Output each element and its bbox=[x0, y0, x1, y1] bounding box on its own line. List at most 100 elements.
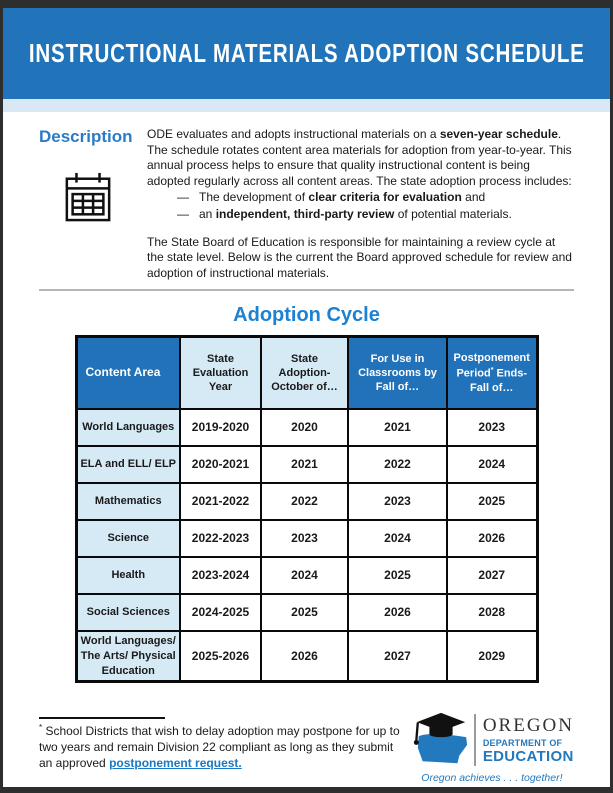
cell-adoption-year: 2026 bbox=[260, 629, 349, 683]
cell-adoption-year: 2023 bbox=[260, 518, 349, 558]
list-item: — an independent, third-party review of … bbox=[177, 207, 574, 223]
header-line: State bbox=[207, 352, 234, 365]
page-footer: * School Districts that wish to delay ad… bbox=[39, 713, 574, 784]
postponement-request-link[interactable]: postponement request. bbox=[109, 756, 242, 771]
cell-evaluation-year: 2019-2020 bbox=[179, 407, 262, 447]
cell-classroom-year: 2024 bbox=[347, 518, 448, 558]
footnote-text: * School Districts that wish to delay ad… bbox=[39, 723, 410, 772]
logo-department-text: DEPARTMENT OF bbox=[482, 738, 563, 749]
cell-classroom-year: 2025 bbox=[347, 555, 448, 595]
cell-evaluation-year: 2020-2021 bbox=[179, 444, 262, 484]
cell-evaluation-year: 2024-2025 bbox=[179, 592, 262, 632]
paragraph-text: an bbox=[199, 206, 216, 221]
ode-logo-row: OREGON DEPARTMENT OF EDUCATION bbox=[410, 711, 574, 769]
footnote-body-text: School Districts that wish to delay adop… bbox=[39, 724, 400, 771]
page-title: INSTRUCTIONAL MATERIALS ADOPTION SCHEDUL… bbox=[28, 38, 585, 68]
cell-evaluation-year: 2021-2022 bbox=[179, 481, 262, 521]
cell-classroom-year: 2021 bbox=[347, 407, 448, 447]
header-text: Ends- bbox=[493, 367, 528, 380]
cell-adoption-year: 2020 bbox=[260, 407, 349, 447]
cell-postponement-year: 2026 bbox=[446, 518, 538, 558]
cell-content-area: Mathematics bbox=[75, 481, 181, 521]
header-line: Fall of… bbox=[375, 381, 420, 394]
header-line: October of… bbox=[271, 381, 338, 394]
cell-content-area: Social Sciences bbox=[75, 592, 181, 632]
col-header-evaluation-year: State Evaluation Year bbox=[179, 335, 262, 410]
paragraph-text: and bbox=[461, 190, 486, 205]
logo-text-block: OREGON DEPARTMENT OF EDUCATION bbox=[483, 716, 574, 764]
header-text: Period bbox=[456, 367, 491, 380]
col-header-content-area: Content Area bbox=[75, 335, 181, 410]
description-section: Description bbox=[39, 127, 574, 281]
header-line: Fall of… bbox=[470, 381, 514, 394]
paragraph-text: . The schedule rotates content area mate… bbox=[147, 127, 572, 188]
logo-divider bbox=[473, 714, 476, 767]
description-sidebar: Description bbox=[39, 127, 147, 281]
ode-logo: OREGON DEPARTMENT OF EDUCATION Oregon ac… bbox=[410, 711, 574, 784]
cell-postponement-year: 2025 bbox=[446, 481, 538, 521]
dash-bullet: — bbox=[177, 190, 189, 205]
header-line: Year bbox=[208, 381, 233, 394]
description-paragraph-1: ODE evaluates and adopts instructional m… bbox=[147, 127, 574, 189]
cell-classroom-year: 2022 bbox=[347, 444, 448, 484]
header-line: Period* Ends- bbox=[450, 366, 534, 381]
section-divider bbox=[39, 289, 574, 292]
logo-education-text: EDUCATION bbox=[482, 747, 574, 765]
footnote-asterisk: * bbox=[39, 723, 43, 733]
table-row: Mathematics 2021-2022 2022 2023 2025 bbox=[75, 481, 538, 521]
footnote-rule bbox=[39, 717, 165, 720]
description-heading: Description bbox=[39, 127, 133, 146]
list-item-text: The development of clear criteria for ev… bbox=[199, 190, 485, 206]
bold-text: independent, third-party review bbox=[215, 206, 395, 221]
table-row: World Languages 2019-2020 2020 2021 2023 bbox=[75, 407, 538, 447]
paragraph-text: of potential materials. bbox=[394, 206, 512, 221]
cell-postponement-year: 2023 bbox=[446, 407, 538, 447]
header-line: For Use in bbox=[370, 352, 425, 365]
footnote-block: * School Districts that wish to delay ad… bbox=[39, 717, 410, 772]
header-banner: INSTRUCTIONAL MATERIALS ADOPTION SCHEDUL… bbox=[3, 8, 610, 99]
cell-adoption-year: 2021 bbox=[260, 444, 349, 484]
description-paragraph-2: The State Board of Education is responsi… bbox=[147, 234, 572, 280]
cell-evaluation-year: 2025-2026 bbox=[179, 629, 262, 683]
asterisk-superscript: * bbox=[490, 366, 494, 374]
header-line: Evaluation bbox=[192, 366, 249, 379]
list-item-text: an independent, third-party review of po… bbox=[199, 207, 512, 223]
banner-accent-strip bbox=[3, 99, 610, 112]
cell-content-area: World Languages bbox=[75, 407, 181, 447]
bold-text: clear criteria for evaluation bbox=[308, 190, 462, 205]
page-content: Description bbox=[3, 127, 610, 784]
bold-text: seven-year schedule bbox=[439, 127, 558, 141]
cell-content-area: World Languages/ The Arts/ Physical Educ… bbox=[75, 629, 181, 683]
cell-adoption-year: 2024 bbox=[260, 555, 349, 595]
document-page: INSTRUCTIONAL MATERIALS ADOPTION SCHEDUL… bbox=[3, 8, 610, 787]
cell-postponement-year: 2027 bbox=[446, 555, 538, 595]
cell-content-area: ELA and ELL/ ELP bbox=[75, 444, 181, 484]
cell-evaluation-year: 2023-2024 bbox=[179, 555, 262, 595]
list-item: — The development of clear criteria for … bbox=[177, 190, 574, 206]
paragraph-text: The development of bbox=[199, 190, 309, 205]
description-body: ODE evaluates and adopts instructional m… bbox=[147, 127, 574, 281]
cell-classroom-year: 2027 bbox=[347, 629, 448, 683]
table-header-row: Content Area State Evaluation Year State… bbox=[75, 335, 538, 410]
dash-bullet: — bbox=[177, 206, 189, 221]
cell-postponement-year: 2024 bbox=[446, 444, 538, 484]
cell-adoption-year: 2022 bbox=[260, 481, 349, 521]
col-header-postponement: Postponement Period* Ends- Fall of… bbox=[446, 335, 538, 410]
oregon-grad-cap-icon bbox=[413, 713, 467, 764]
table-title: Adoption Cycle bbox=[233, 304, 380, 327]
paragraph-text: ODE evaluates and adopts instructional m… bbox=[147, 127, 440, 141]
cell-adoption-year: 2025 bbox=[260, 592, 349, 632]
col-header-state-adoption: State Adoption- October of… bbox=[260, 335, 349, 410]
adoption-cycle-table: Content Area State Evaluation Year State… bbox=[74, 335, 539, 684]
header-line: Adoption- bbox=[278, 366, 331, 379]
cell-classroom-year: 2026 bbox=[347, 592, 448, 632]
header-line: Postponement bbox=[453, 352, 530, 365]
cell-evaluation-year: 2022-2023 bbox=[179, 518, 262, 558]
logo-tagline: Oregon achieves . . . together! bbox=[421, 772, 563, 785]
cell-postponement-year: 2029 bbox=[446, 629, 538, 683]
cell-postponement-year: 2028 bbox=[446, 592, 538, 632]
calendar-icon bbox=[65, 172, 111, 222]
cell-classroom-year: 2023 bbox=[347, 481, 448, 521]
table-row: World Languages/ The Arts/ Physical Educ… bbox=[75, 629, 538, 683]
